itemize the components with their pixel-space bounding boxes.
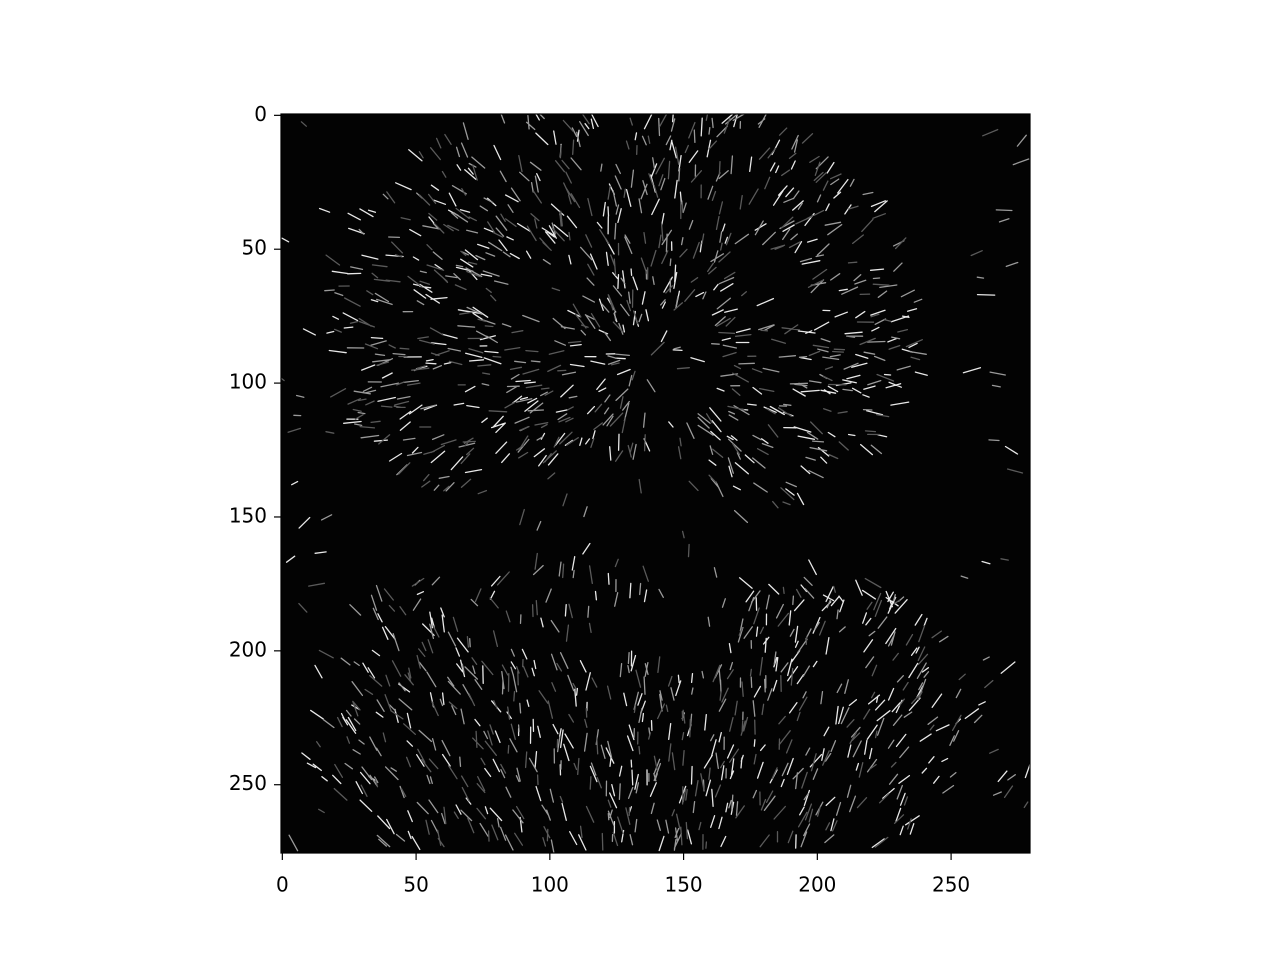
y-tick-label: 0 [254, 102, 267, 126]
x-tick-label: 200 [798, 873, 836, 897]
image-background [281, 114, 1030, 853]
y-tick-label: 150 [229, 503, 267, 527]
y-tick-label: 200 [229, 637, 267, 661]
y-tick-label: 50 [242, 236, 267, 260]
x-tick-label: 50 [403, 873, 428, 897]
fur-strokes [280, 113, 1029, 851]
x-tick-label: 250 [932, 873, 970, 897]
fur-strokes [281, 113, 1031, 852]
x-tick-label: 150 [664, 873, 702, 897]
y-tick-label: 250 [229, 771, 267, 795]
x-tick-label: 100 [531, 873, 569, 897]
image [280, 113, 1031, 854]
axes-frame [280, 113, 1031, 854]
y-tick-label: 100 [229, 370, 267, 394]
x-tick-label: 0 [276, 873, 289, 897]
